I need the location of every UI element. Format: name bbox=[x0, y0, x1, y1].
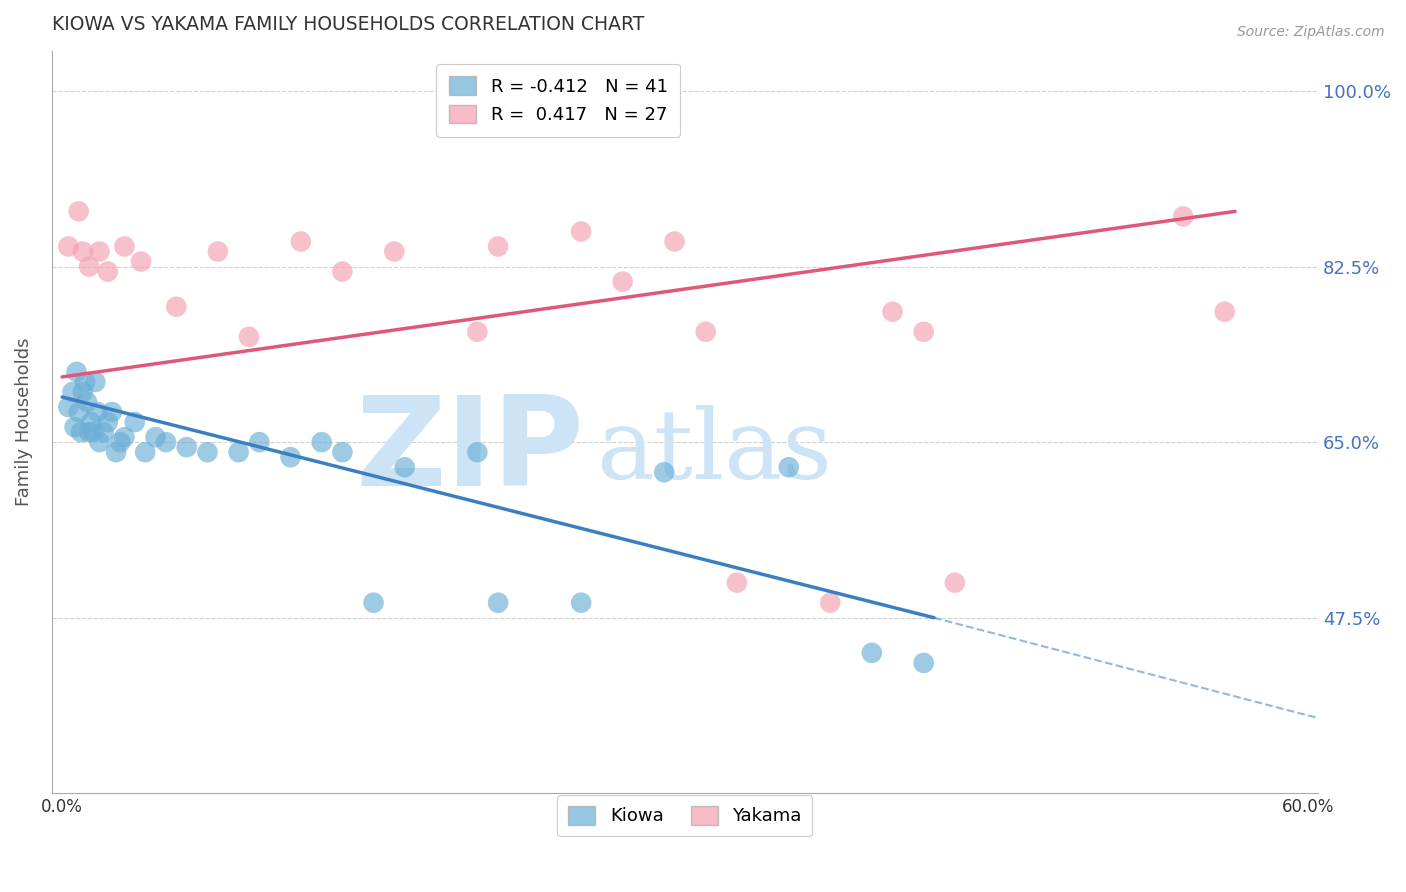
Point bbox=[86, 405, 108, 419]
Legend: Kiowa, Yakama: Kiowa, Yakama bbox=[558, 796, 813, 837]
Point bbox=[652, 465, 675, 479]
Point bbox=[486, 596, 509, 610]
Point bbox=[58, 400, 80, 414]
Point bbox=[72, 384, 94, 399]
Point bbox=[69, 425, 91, 439]
Text: Source: ZipAtlas.com: Source: ZipAtlas.com bbox=[1237, 25, 1385, 39]
Point bbox=[943, 575, 966, 590]
Point bbox=[112, 430, 135, 444]
Point bbox=[73, 375, 96, 389]
Point bbox=[63, 420, 86, 434]
Point bbox=[197, 445, 219, 459]
Point bbox=[145, 430, 167, 444]
Point bbox=[882, 304, 904, 318]
Point bbox=[97, 264, 120, 278]
Point bbox=[77, 260, 100, 274]
Point bbox=[93, 425, 115, 439]
Point bbox=[467, 325, 489, 339]
Point bbox=[363, 596, 385, 610]
Point bbox=[84, 375, 107, 389]
Point bbox=[134, 445, 156, 459]
Point bbox=[76, 395, 98, 409]
Point bbox=[1213, 304, 1236, 318]
Y-axis label: Family Households: Family Households bbox=[15, 338, 32, 507]
Point bbox=[155, 435, 177, 450]
Point bbox=[1173, 210, 1195, 224]
Point bbox=[569, 596, 592, 610]
Point bbox=[664, 235, 686, 249]
Text: atlas: atlas bbox=[596, 405, 832, 499]
Point bbox=[394, 460, 416, 475]
Point bbox=[467, 445, 489, 459]
Point bbox=[612, 275, 634, 289]
Point bbox=[290, 235, 312, 249]
Point bbox=[311, 435, 333, 450]
Point bbox=[912, 325, 935, 339]
Point bbox=[66, 365, 89, 379]
Point bbox=[165, 300, 187, 314]
Point bbox=[82, 425, 104, 439]
Point bbox=[207, 244, 229, 259]
Point bbox=[112, 239, 135, 253]
Point bbox=[124, 415, 146, 429]
Point bbox=[80, 415, 103, 429]
Point bbox=[72, 244, 94, 259]
Text: KIOWA VS YAKAMA FAMILY HOUSEHOLDS CORRELATION CHART: KIOWA VS YAKAMA FAMILY HOUSEHOLDS CORREL… bbox=[52, 15, 644, 34]
Point bbox=[820, 596, 842, 610]
Point bbox=[912, 656, 935, 670]
Text: ZIP: ZIP bbox=[354, 392, 583, 512]
Point bbox=[129, 254, 152, 268]
Point bbox=[382, 244, 405, 259]
Point bbox=[176, 440, 198, 454]
Point bbox=[101, 405, 124, 419]
Point bbox=[486, 239, 509, 253]
Point bbox=[58, 239, 80, 253]
Point bbox=[860, 646, 883, 660]
Point bbox=[569, 224, 592, 238]
Point bbox=[332, 445, 354, 459]
Point bbox=[89, 435, 111, 450]
Point bbox=[280, 450, 302, 465]
Point bbox=[97, 415, 120, 429]
Point bbox=[89, 244, 111, 259]
Point bbox=[695, 325, 717, 339]
Point bbox=[247, 435, 270, 450]
Point bbox=[332, 264, 354, 278]
Point bbox=[110, 435, 132, 450]
Point bbox=[67, 405, 90, 419]
Point bbox=[105, 445, 128, 459]
Point bbox=[238, 330, 260, 344]
Point bbox=[67, 204, 90, 219]
Point bbox=[725, 575, 748, 590]
Point bbox=[778, 460, 800, 475]
Point bbox=[77, 425, 100, 439]
Point bbox=[62, 384, 84, 399]
Point bbox=[228, 445, 250, 459]
